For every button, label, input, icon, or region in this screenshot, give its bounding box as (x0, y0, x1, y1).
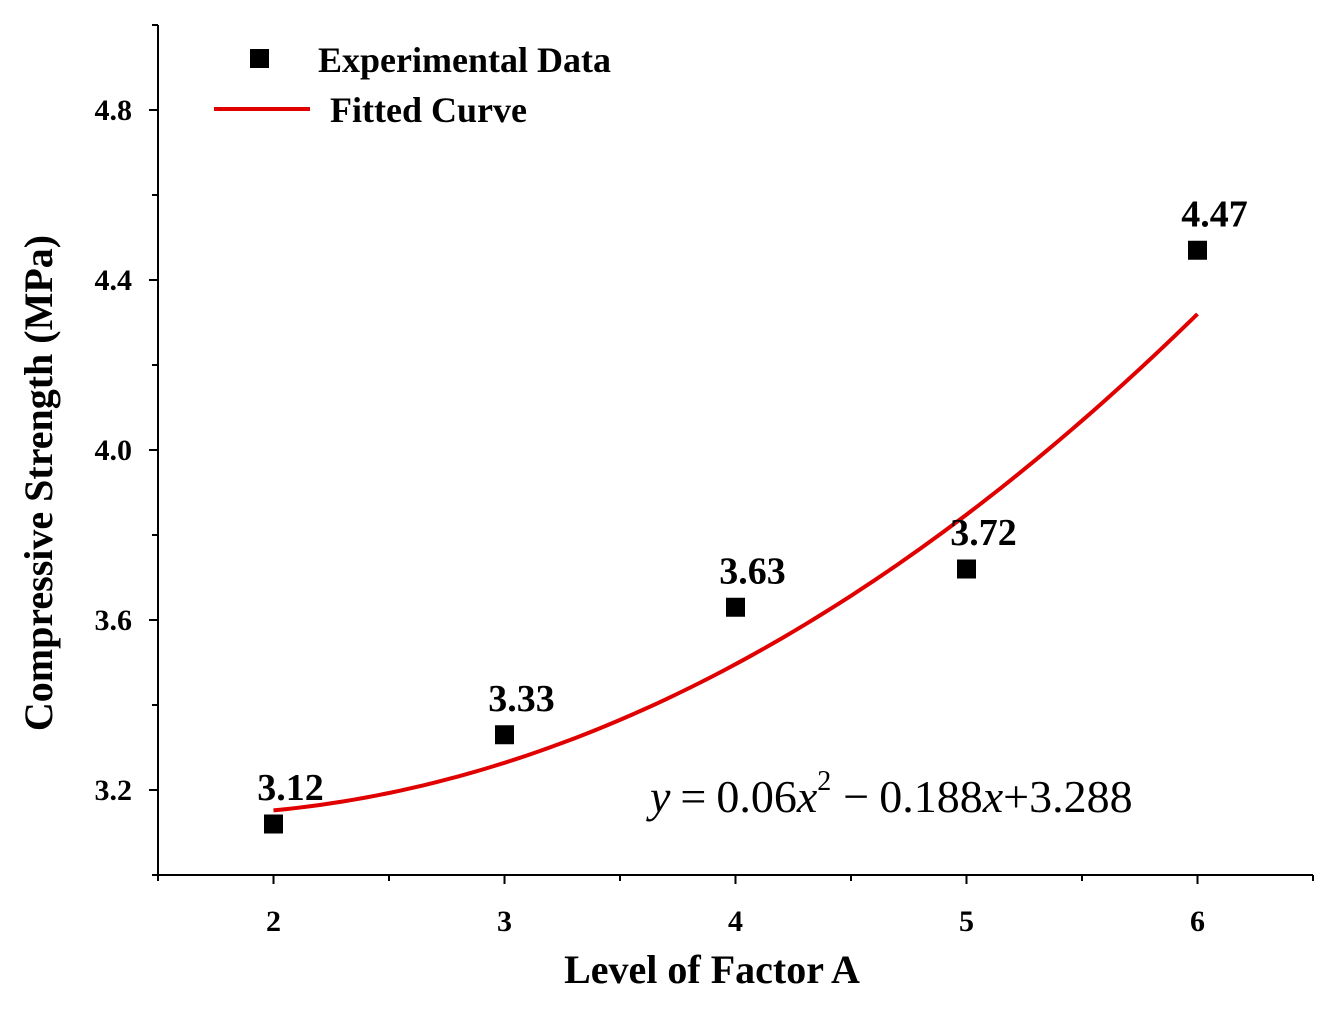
fitted-curve-layer (273, 312, 1199, 813)
data-label: 3.63 (719, 550, 786, 592)
legend-marker-experimental (250, 49, 269, 68)
legend: Experimental Data Fitted Curve (214, 40, 611, 130)
equation-x: x (982, 771, 1004, 822)
fit-equation: y = 0.06x2−0.188x+3.288 (646, 766, 1133, 822)
x-axis-title: Level of Factor A (564, 947, 860, 992)
data-point (495, 725, 514, 745)
x-tick-label: 2 (266, 905, 281, 938)
data-point (264, 814, 283, 834)
equation-power: 2 (817, 766, 831, 797)
axes (157, 25, 1313, 876)
y-tick-label: 4.4 (95, 264, 133, 297)
legend-label-fitted: Fitted Curve (330, 90, 527, 130)
data-label: 3.72 (950, 512, 1017, 554)
data-label: 3.33 (488, 678, 555, 720)
x-tick-label: 5 (959, 905, 974, 938)
equation-x-squared: x (796, 771, 818, 822)
fitted-curve (273, 312, 1199, 813)
equation-y: y (646, 771, 671, 822)
equation-plus: + (1003, 771, 1029, 822)
equation-coef-b: 0.188 (879, 771, 983, 822)
y-tick-label: 3.6 (95, 604, 133, 637)
data-points-layer: 3.12 3.33 3.63 3.72 4.47 (257, 193, 1248, 834)
y-tick-label: 4.0 (95, 434, 133, 467)
ticks: 2 3 4 5 6 3.2 3.6 4.0 4.4 4.8 (95, 24, 1314, 938)
equation-minus: − (843, 771, 869, 822)
y-tick-label: 4.8 (95, 94, 133, 127)
y-axis-title: Compressive Strength (MPa) (16, 235, 61, 731)
data-point (1188, 240, 1207, 260)
x-tick-label: 4 (728, 905, 743, 938)
equation-coef-c: 3.288 (1029, 771, 1133, 822)
equation-coef-a: 0.06 (716, 771, 797, 822)
x-tick-label: 3 (497, 905, 512, 938)
data-point (726, 597, 745, 617)
data-label: 3.12 (257, 767, 324, 809)
data-label: 4.47 (1181, 193, 1248, 235)
data-point (957, 559, 976, 579)
legend-label-experimental: Experimental Data (318, 40, 611, 80)
x-tick-label: 6 (1190, 905, 1205, 938)
y-tick-label: 3.2 (95, 774, 133, 807)
equation-equals: = (680, 771, 706, 822)
